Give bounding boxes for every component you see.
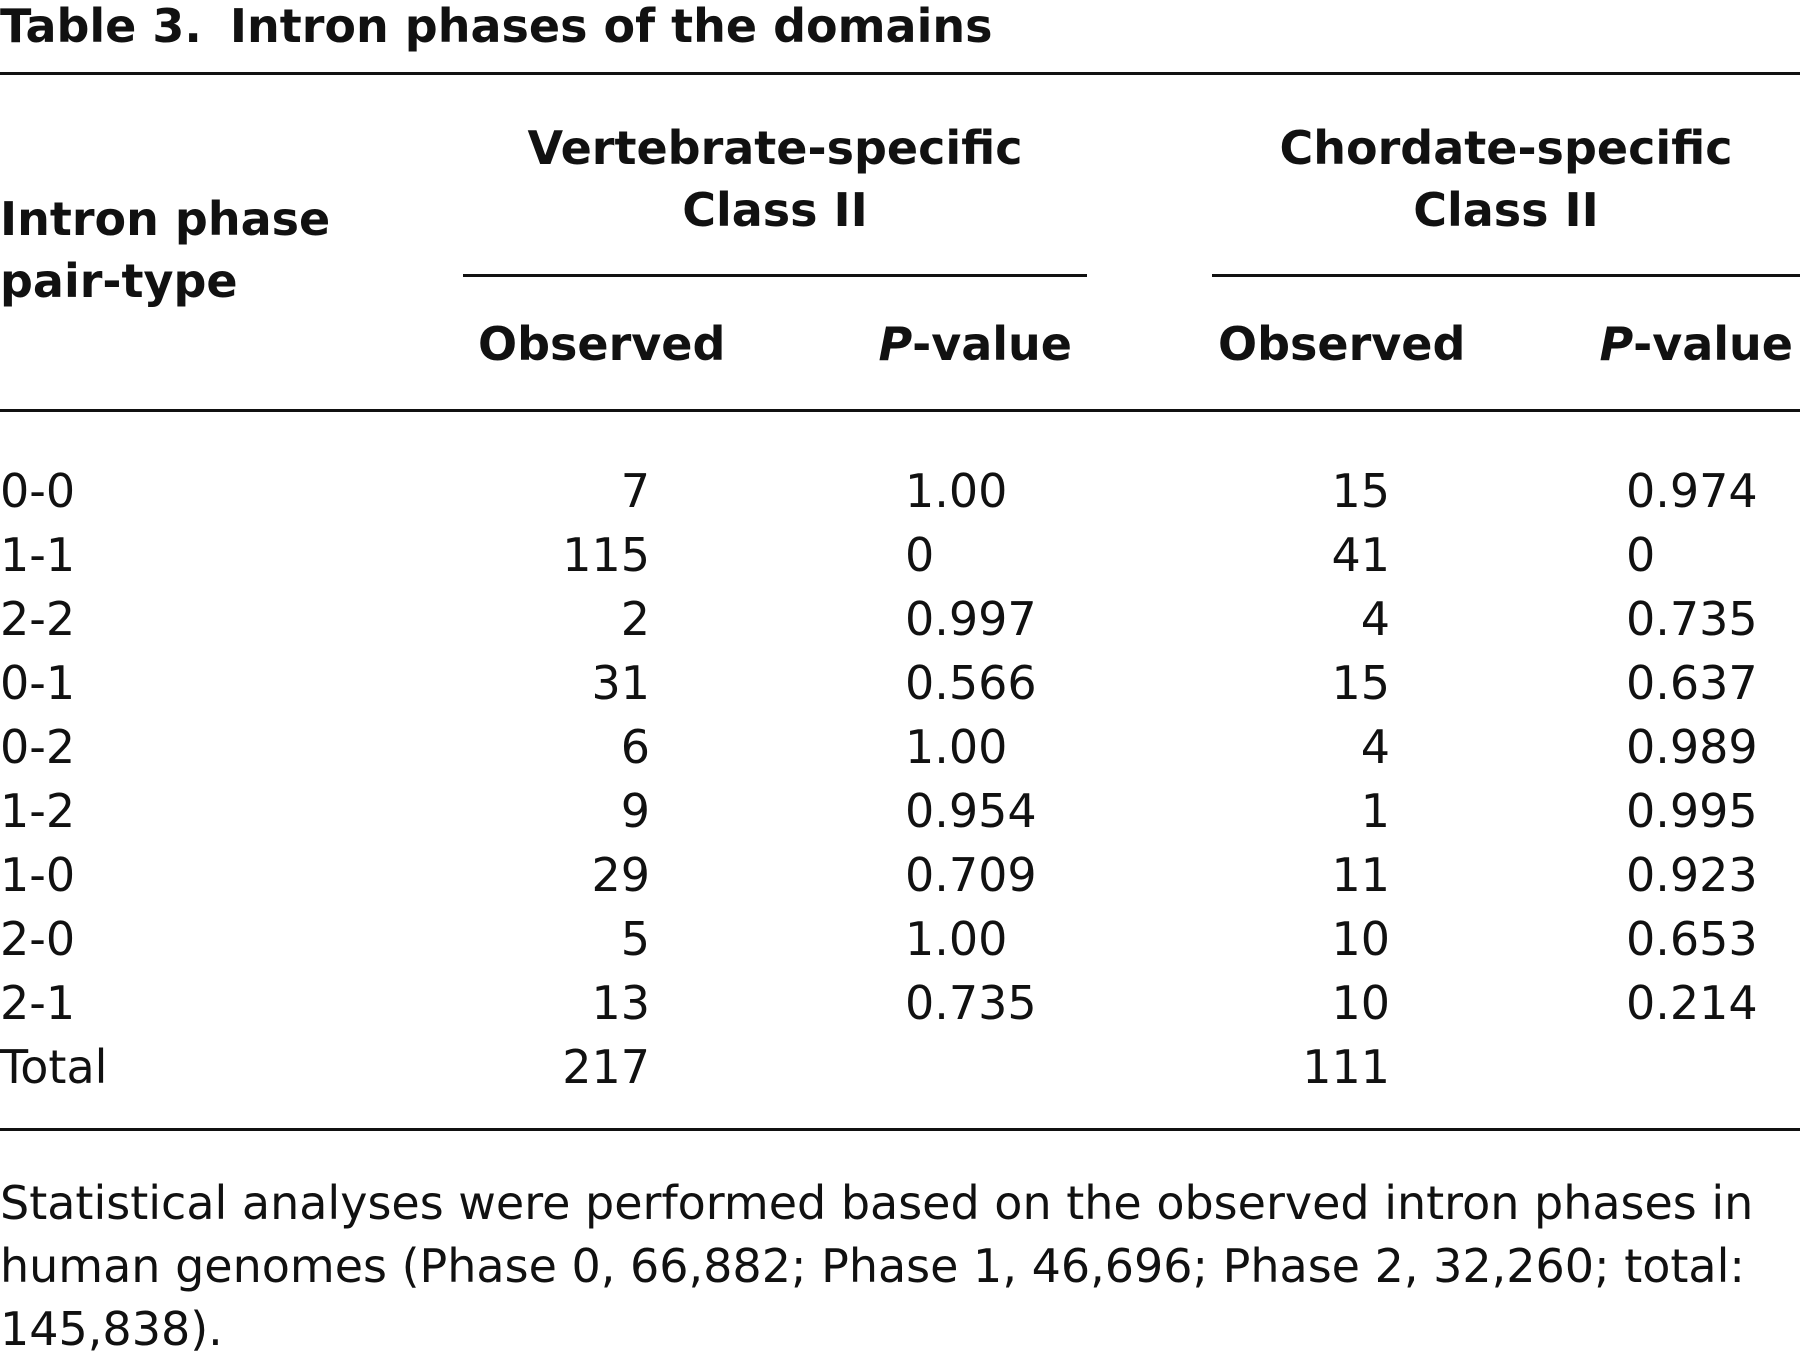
chordate-pvalue: 0.995 bbox=[1626, 784, 1758, 838]
chordate-observed: 15 bbox=[1331, 464, 1390, 518]
vertebrate-pvalue: 0.735 bbox=[905, 976, 1037, 1030]
stub-header-line-2: pair-type bbox=[0, 254, 238, 308]
chordate-pvalue: 0.653 bbox=[1626, 912, 1758, 966]
vertebrate-observed: 5 bbox=[620, 912, 650, 966]
chordate-observed: 4 bbox=[1360, 720, 1390, 774]
row-type: 0-2 bbox=[0, 720, 76, 774]
pvalue-italic-p: P bbox=[1599, 317, 1634, 371]
bottom-rule bbox=[0, 1128, 1800, 1131]
vertebrate-observed: 29 bbox=[591, 848, 650, 902]
header-rule bbox=[0, 409, 1800, 412]
chordate-observed: 1 bbox=[1360, 784, 1390, 838]
vertebrate-pvalue: 1.00 bbox=[905, 720, 1008, 774]
vertebrate-pvalue: 1.00 bbox=[905, 912, 1008, 966]
chordate-observed: 111 bbox=[1302, 1040, 1390, 1094]
chordate-pvalue: 0.735 bbox=[1626, 592, 1758, 646]
vertebrate-observed: 115 bbox=[562, 528, 650, 582]
top-rule bbox=[0, 72, 1800, 75]
chordate-pvalue: 0.974 bbox=[1626, 464, 1758, 518]
vertebrate-observed: 217 bbox=[562, 1040, 650, 1094]
stub-header-line-1: Intron phase bbox=[0, 192, 331, 246]
chordate-pvalue: 0.923 bbox=[1626, 848, 1758, 902]
group-header-vertebrate-line-1: Vertebrate-specific bbox=[527, 121, 1023, 175]
vertebrate-observed: 7 bbox=[620, 464, 650, 518]
vertebrate-pvalue: 0.709 bbox=[905, 848, 1037, 902]
col-header-vertebrate-observed: Observed bbox=[478, 317, 726, 371]
row-type: 2-2 bbox=[0, 592, 76, 646]
vertebrate-pvalue: 0.954 bbox=[905, 784, 1037, 838]
chordate-pvalue: 0.637 bbox=[1626, 656, 1758, 710]
group-header-chordate-line-2: Class II bbox=[1413, 183, 1599, 237]
chordate-observed: 11 bbox=[1331, 848, 1390, 902]
row-type: 1-2 bbox=[0, 784, 76, 838]
table-footnote: Statistical analyses were performed base… bbox=[0, 1176, 1754, 1356]
stub-header: Intron phase pair-type bbox=[0, 188, 330, 312]
group-rule-vertebrate bbox=[463, 274, 1087, 277]
col-header-vertebrate-pvalue: P-value bbox=[800, 313, 1072, 375]
vertebrate-observed: 9 bbox=[620, 784, 650, 838]
row-type: Total bbox=[0, 1040, 108, 1094]
row-type: 2-0 bbox=[0, 912, 76, 966]
row-type: 0-1 bbox=[0, 656, 76, 710]
row-type: 0-0 bbox=[0, 464, 76, 518]
vertebrate-pvalue: 0.997 bbox=[905, 592, 1037, 646]
vertebrate-observed: 31 bbox=[591, 656, 650, 710]
vertebrate-pvalue: 0 bbox=[905, 528, 935, 582]
pvalue-italic-p: P bbox=[878, 317, 913, 371]
table-caption: Table 3. Intron phases of the domains bbox=[0, 2, 992, 50]
row-type: 1-1 bbox=[0, 528, 76, 582]
group-header-vertebrate: Vertebrate-specific Class II bbox=[463, 117, 1087, 241]
vertebrate-pvalue: 0.566 bbox=[905, 656, 1037, 710]
row-type: 2-1 bbox=[0, 976, 76, 1030]
chordate-observed: 10 bbox=[1331, 976, 1390, 1030]
group-rule-chordate bbox=[1212, 274, 1800, 277]
chordate-observed: 15 bbox=[1331, 656, 1390, 710]
table-label: Table 3. bbox=[0, 0, 202, 53]
pvalue-suffix: -value bbox=[912, 317, 1072, 371]
vertebrate-observed: 2 bbox=[620, 592, 650, 646]
col-header-chordate-observed: Observed bbox=[1218, 317, 1466, 371]
vertebrate-observed: 13 bbox=[591, 976, 650, 1030]
vertebrate-pvalue: 1.00 bbox=[905, 464, 1008, 518]
chordate-observed: 41 bbox=[1331, 528, 1390, 582]
vertebrate-observed: 6 bbox=[620, 720, 650, 774]
row-type: 1-0 bbox=[0, 848, 76, 902]
chordate-observed: 4 bbox=[1360, 592, 1390, 646]
group-header-chordate: Chordate-specific Class II bbox=[1212, 117, 1800, 241]
col-header-chordate-pvalue: P-value bbox=[1500, 313, 1793, 375]
chordate-observed: 10 bbox=[1331, 912, 1390, 966]
chordate-pvalue: 0 bbox=[1626, 528, 1656, 582]
pvalue-suffix: -value bbox=[1633, 317, 1793, 371]
chordate-pvalue: 0.214 bbox=[1626, 976, 1758, 1030]
group-header-chordate-line-1: Chordate-specific bbox=[1279, 121, 1733, 175]
chordate-pvalue: 0.989 bbox=[1626, 720, 1758, 774]
group-header-vertebrate-line-2: Class II bbox=[682, 183, 868, 237]
table-title: Intron phases of the domains bbox=[229, 0, 993, 53]
